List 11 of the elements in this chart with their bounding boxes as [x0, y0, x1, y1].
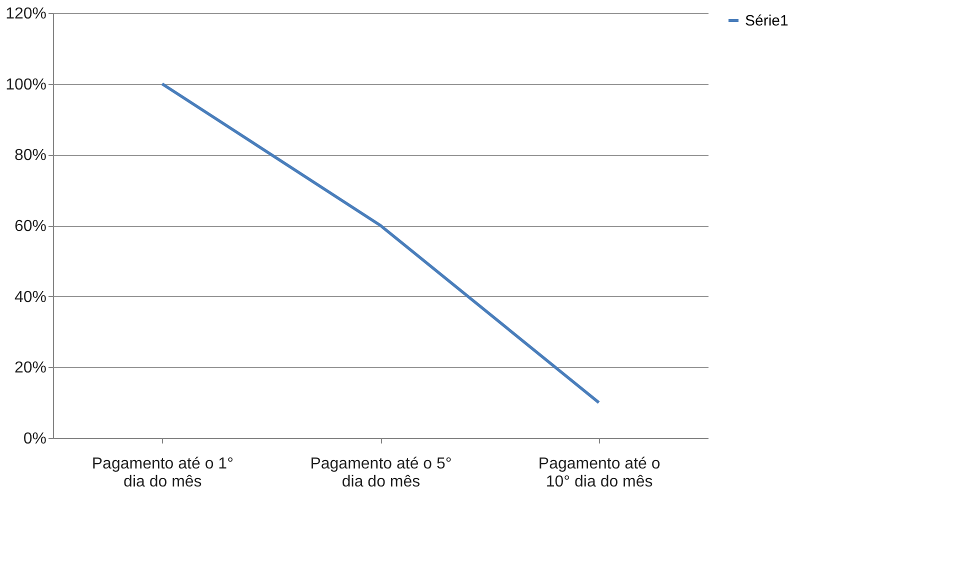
- y-tick-label: 120%: [6, 6, 46, 22]
- x-tick-label: Pagamento até o 1° dia do mês: [92, 456, 234, 490]
- y-tick-label: 100%: [6, 76, 46, 94]
- y-tick-label: 40%: [14, 288, 46, 306]
- y-tick-label: 0%: [23, 430, 46, 448]
- x-tick-label: Pagamento até o 5° dia do mês: [310, 456, 452, 490]
- y-tick-label: 60%: [14, 218, 46, 235]
- x-tick-label: Pagamento até o 10° dia do mês: [538, 456, 660, 490]
- y-tick-label: 20%: [14, 360, 46, 377]
- legend-label: Série1: [745, 12, 788, 30]
- y-tick-label: 80%: [14, 147, 46, 164]
